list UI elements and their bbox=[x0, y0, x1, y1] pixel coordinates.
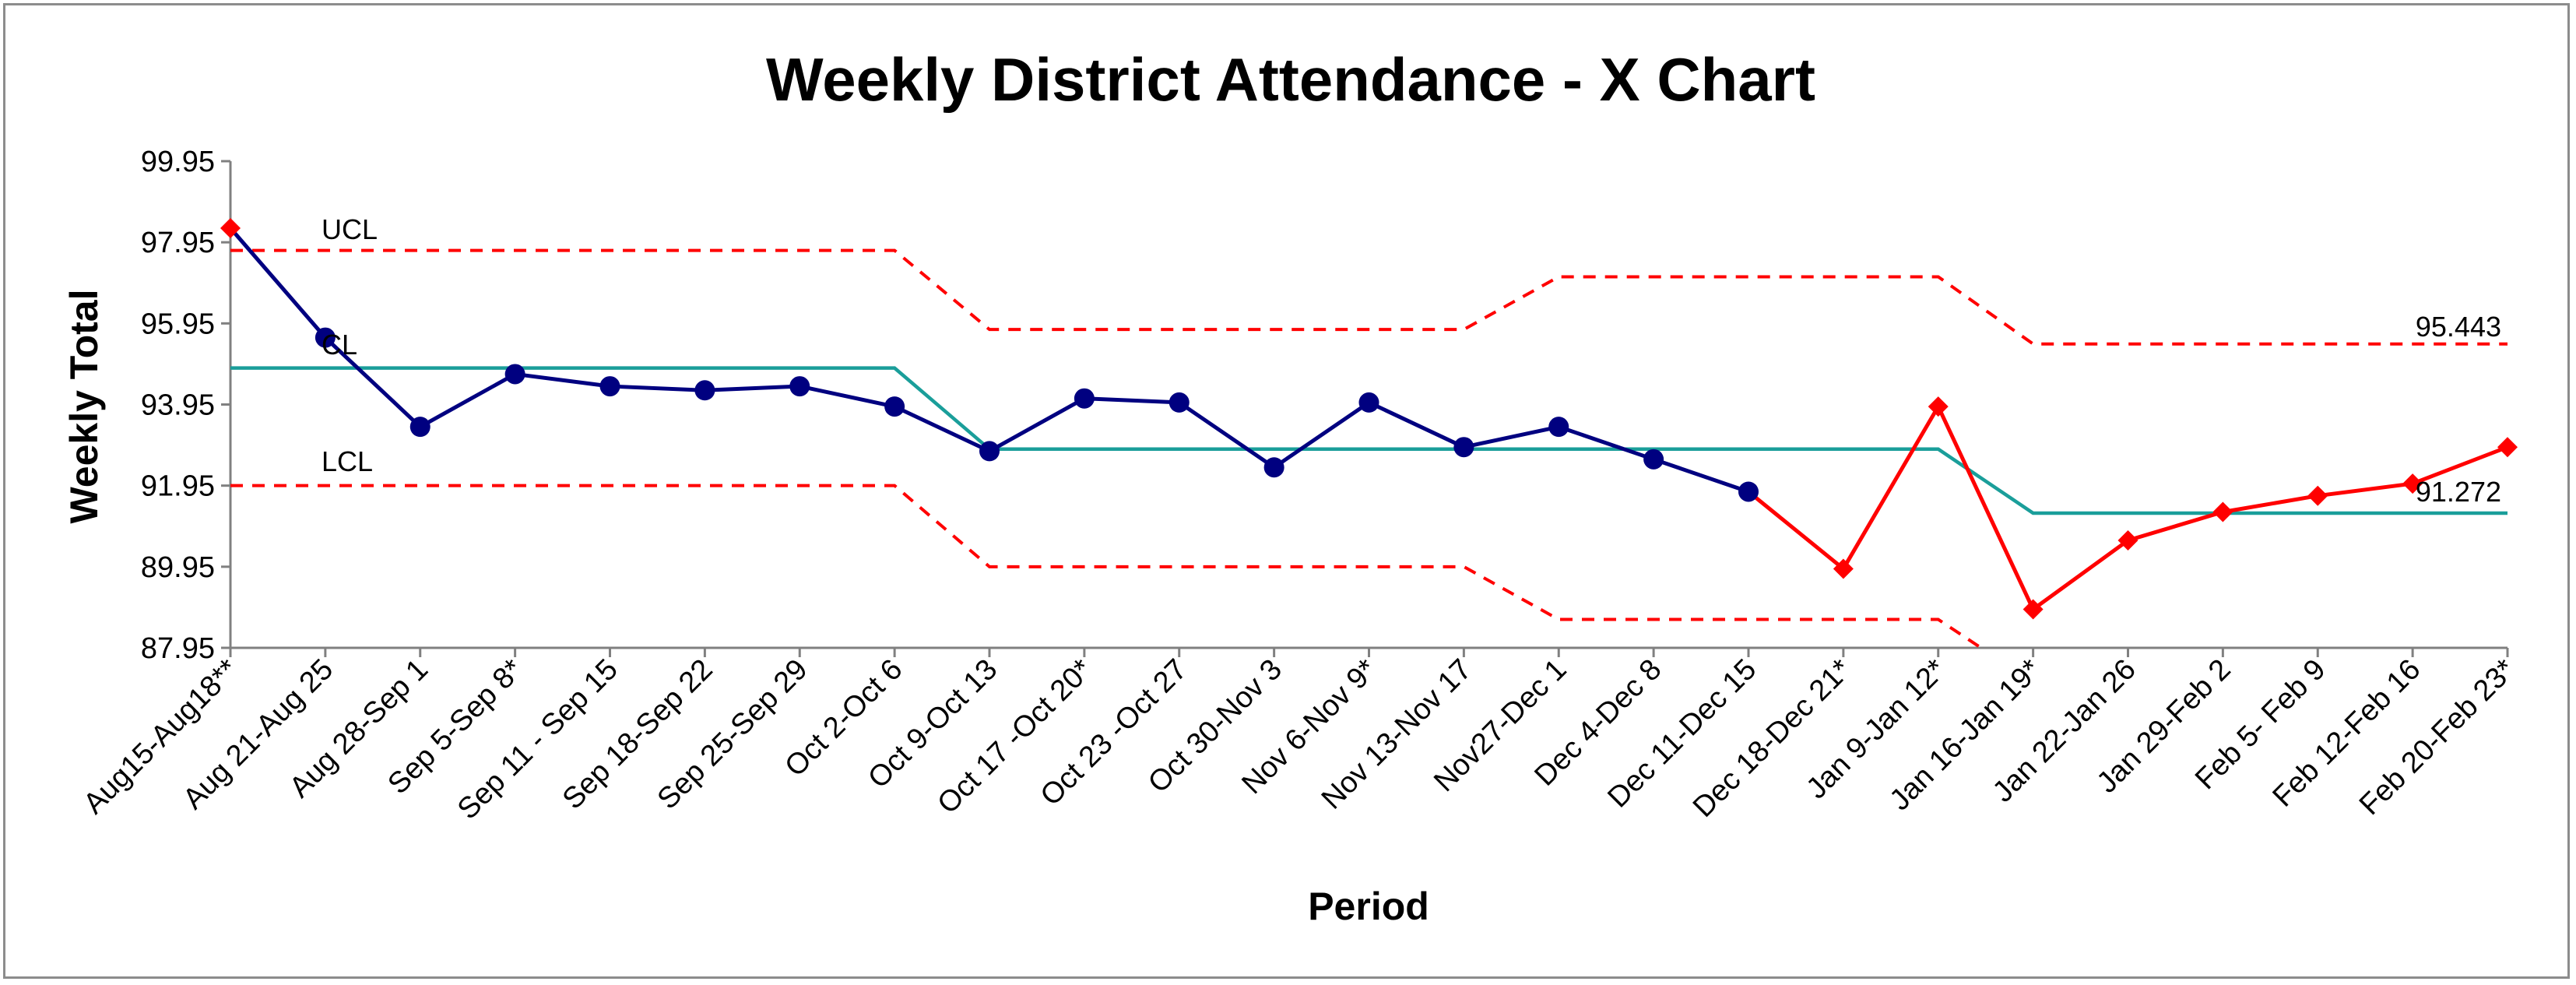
x-tick-label: Dec 18-Dec 21* bbox=[1687, 653, 1858, 825]
signal-point-marker bbox=[1833, 558, 1854, 579]
control-limit-lines bbox=[230, 248, 2507, 648]
series-segment bbox=[1841, 405, 1940, 570]
y-tick-label: 97.95 bbox=[141, 227, 215, 259]
data-point-marker bbox=[789, 376, 810, 397]
series-segment bbox=[1747, 490, 1845, 571]
series-segment bbox=[2222, 494, 2318, 514]
data-point-marker bbox=[1548, 417, 1569, 438]
signal-point-marker bbox=[2307, 485, 2328, 506]
signal-point-marker bbox=[2402, 473, 2423, 494]
data-point-marker bbox=[1738, 481, 1759, 502]
y-axis: 99.95 97.95 95.95 93.95 91.95 89.95 87.95 bbox=[141, 146, 232, 665]
series-segment bbox=[894, 404, 991, 453]
cl-value-label: 91.272 bbox=[2416, 476, 2501, 508]
series-segment bbox=[1936, 406, 2035, 610]
control-limit-labels: UCL CL LCL 95.443 91.272 bbox=[322, 213, 2501, 508]
signal-point-marker bbox=[220, 217, 241, 238]
y-tick-label: 91.95 bbox=[141, 470, 215, 503]
series-segment bbox=[2412, 445, 2508, 486]
lcl-label: LCL bbox=[322, 445, 373, 477]
data-point-marker bbox=[1074, 388, 1095, 409]
ucl-value-label: 95.443 bbox=[2416, 311, 2501, 343]
data-point-marker bbox=[315, 327, 336, 348]
y-tick-label: 87.95 bbox=[141, 632, 215, 665]
chart-frame: Weekly District Attendance - X Chart Wee… bbox=[3, 3, 2570, 979]
data-point-marker bbox=[504, 364, 525, 385]
data-point-marker bbox=[1169, 392, 1190, 413]
lcl-line bbox=[230, 484, 1984, 648]
data-point-marker bbox=[979, 441, 1000, 462]
data-point-marker bbox=[409, 417, 431, 438]
signal-point-marker bbox=[2022, 599, 2044, 620]
y-tick-label: 89.95 bbox=[141, 551, 215, 584]
data-point-marker bbox=[1643, 449, 1664, 470]
y-tick-label: 95.95 bbox=[141, 308, 215, 340]
series-segment bbox=[2032, 538, 2129, 611]
signal-point-marker bbox=[2212, 501, 2233, 522]
series-segment bbox=[324, 336, 422, 428]
series-segment bbox=[1178, 400, 1276, 470]
series-segment bbox=[229, 227, 327, 339]
data-series bbox=[220, 217, 2518, 620]
x-tick-label: Sep 11 - Sep 15 bbox=[452, 653, 624, 826]
series-segment bbox=[2127, 510, 2224, 543]
signal-point-marker bbox=[1928, 396, 1949, 417]
series-segment bbox=[705, 384, 800, 392]
x-axis-title: Period bbox=[1308, 885, 1429, 928]
data-point-marker bbox=[1358, 392, 1379, 413]
series-segment bbox=[1463, 424, 1559, 449]
y-axis-title: Weekly Total bbox=[62, 289, 106, 523]
series-segment bbox=[1084, 396, 1179, 405]
x-chart: Weekly District Attendance - X Chart Wee… bbox=[62, 45, 2522, 928]
series-segment bbox=[2317, 481, 2413, 498]
series-segment bbox=[610, 384, 705, 392]
series-segment bbox=[1558, 424, 1654, 462]
signal-point-marker bbox=[2497, 437, 2518, 458]
series-segment bbox=[799, 384, 895, 409]
y-tick-label: 93.95 bbox=[141, 389, 215, 422]
series-segment bbox=[419, 372, 516, 429]
series-segment bbox=[988, 396, 1086, 453]
ucl-line bbox=[230, 248, 2507, 346]
series-segment bbox=[1653, 457, 1749, 494]
data-point-marker bbox=[694, 380, 715, 401]
signal-point-marker bbox=[2117, 529, 2138, 551]
data-point-marker bbox=[1263, 457, 1284, 478]
chart-title: Weekly District Attendance - X Chart bbox=[766, 45, 1815, 114]
series-segment bbox=[1368, 400, 1465, 449]
series-segment bbox=[1273, 400, 1370, 470]
data-point-marker bbox=[1453, 437, 1474, 458]
data-point-marker bbox=[884, 396, 905, 417]
y-tick-label: 99.95 bbox=[141, 146, 215, 178]
cl-line bbox=[230, 366, 2507, 515]
ucl-label: UCL bbox=[322, 213, 378, 245]
cl-label: CL bbox=[322, 329, 357, 361]
data-point-marker bbox=[599, 376, 620, 397]
series-segment bbox=[515, 371, 610, 389]
